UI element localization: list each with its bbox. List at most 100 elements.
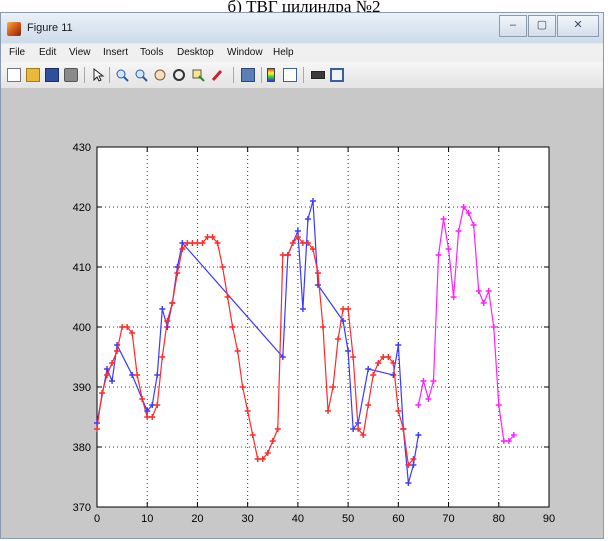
hide-plot-tools-icon[interactable] — [311, 71, 325, 79]
menu-help[interactable]: Help — [273, 47, 294, 58]
data-point-marker — [169, 300, 176, 306]
maximize-button[interactable]: ▢ — [528, 15, 556, 37]
data-point-marker — [279, 354, 286, 360]
data-point-marker — [345, 306, 352, 312]
data-point-marker — [410, 456, 417, 462]
data-point-marker — [430, 378, 437, 384]
save-icon[interactable] — [45, 68, 59, 82]
menu-desktop[interactable]: Desktop — [177, 47, 214, 58]
data-point-marker — [395, 342, 402, 348]
menu-file[interactable]: File — [9, 47, 26, 58]
data-point-marker — [219, 264, 226, 270]
menu-view[interactable]: View — [69, 47, 91, 58]
title-bar[interactable]: Figure 11 – ▢ ✕ — [1, 13, 603, 43]
data-point-marker — [199, 240, 206, 246]
data-point-marker — [335, 336, 342, 342]
print-icon[interactable] — [64, 68, 78, 82]
new-figure-icon[interactable] — [7, 68, 21, 82]
data-point-marker — [179, 240, 186, 246]
data-point-marker — [299, 306, 306, 312]
window-title: Figure 11 — [27, 22, 73, 34]
x-tick-label: 70 — [442, 513, 454, 525]
colorbar-icon[interactable] — [267, 68, 275, 82]
data-point-marker — [415, 432, 422, 438]
data-point-marker — [279, 252, 286, 258]
pan-icon[interactable] — [153, 68, 167, 82]
data-point-marker — [500, 438, 507, 444]
data-point-marker — [159, 354, 166, 360]
zoom-out-icon[interactable] — [134, 68, 148, 82]
data-point-marker — [340, 306, 347, 312]
link-plot-icon[interactable] — [241, 68, 255, 82]
data-point-marker — [365, 402, 372, 408]
data-point-marker — [314, 282, 321, 288]
x-tick-label: 30 — [242, 513, 254, 525]
brush-icon[interactable] — [210, 68, 224, 82]
y-tick-label: 410 — [73, 262, 91, 274]
pointer-icon[interactable] — [91, 68, 105, 82]
data-point-marker — [360, 432, 367, 438]
data-point-marker — [470, 222, 477, 228]
toolbar-separator — [109, 67, 110, 83]
data-point-marker — [510, 432, 517, 438]
y-tick-label: 420 — [73, 202, 91, 214]
data-point-marker — [174, 270, 181, 276]
data-point-marker — [174, 264, 181, 270]
data-point-marker — [440, 216, 447, 222]
series-line — [417, 205, 515, 442]
data-point-marker — [410, 462, 417, 468]
close-button[interactable]: ✕ — [557, 15, 599, 37]
show-plot-tools-icon[interactable] — [330, 68, 344, 82]
data-point-marker — [129, 372, 136, 378]
minimize-button[interactable]: – — [499, 15, 527, 37]
data-point-marker — [289, 240, 296, 246]
y-tick-label: 370 — [73, 502, 91, 514]
data-point-marker — [480, 300, 487, 306]
data-point-marker — [129, 330, 136, 336]
data-point-marker — [405, 480, 412, 486]
data-point-marker — [249, 432, 256, 438]
open-file-icon[interactable] — [26, 68, 40, 82]
data-point-marker — [365, 366, 372, 372]
data-point-marker — [350, 426, 357, 432]
data-point-marker — [390, 372, 397, 378]
data-point-marker — [284, 252, 291, 258]
data-point-marker — [264, 450, 271, 456]
data-point-marker — [124, 324, 131, 330]
data-point-marker — [269, 438, 276, 444]
data-point-marker — [294, 234, 301, 240]
data-point-marker — [415, 402, 422, 408]
y-tick-label: 430 — [73, 142, 91, 154]
data-point-marker — [224, 294, 231, 300]
x-tick-label: 90 — [543, 513, 555, 525]
data-point-marker — [274, 426, 281, 432]
data-point-marker — [164, 318, 171, 324]
data-point-marker — [475, 288, 482, 294]
data-point-marker — [299, 240, 306, 246]
legend-icon[interactable] — [283, 68, 297, 82]
menu-window[interactable]: Window — [227, 47, 263, 58]
data-point-marker — [114, 348, 121, 354]
data-point-marker — [450, 294, 457, 300]
data-point-marker — [214, 240, 221, 246]
x-tick-label: 20 — [191, 513, 203, 525]
data-point-marker — [375, 360, 382, 366]
figure-canvas[interactable]: 0 10 20 30 40 50 60 70 80 90 370 380 390 400 410 420 430 — [1, 89, 603, 538]
menu-bar: File Edit View Insert Tools Desktop Wind… — [1, 44, 603, 62]
data-point-marker — [109, 378, 116, 384]
data-point-marker — [149, 402, 156, 408]
data-point-marker — [234, 348, 241, 354]
data-point-marker — [179, 246, 186, 252]
x-tick-label: 80 — [493, 513, 505, 525]
zoom-in-icon[interactable] — [115, 68, 129, 82]
data-point-marker — [159, 306, 166, 312]
menu-insert[interactable]: Insert — [103, 47, 129, 58]
data-point-marker — [144, 414, 151, 420]
line-chart[interactable]: 0 10 20 30 40 50 60 70 80 90 370 380 390 400 410 420 430 — [1, 89, 603, 538]
figure-window: Figure 11 – ▢ ✕ File Edit View Insert To… — [0, 12, 604, 539]
menu-edit[interactable]: Edit — [39, 47, 57, 58]
data-point-marker — [209, 234, 216, 240]
menu-tools[interactable]: Tools — [140, 47, 164, 58]
data-cursor-icon[interactable] — [191, 68, 205, 82]
rotate-3d-icon[interactable] — [172, 68, 186, 82]
